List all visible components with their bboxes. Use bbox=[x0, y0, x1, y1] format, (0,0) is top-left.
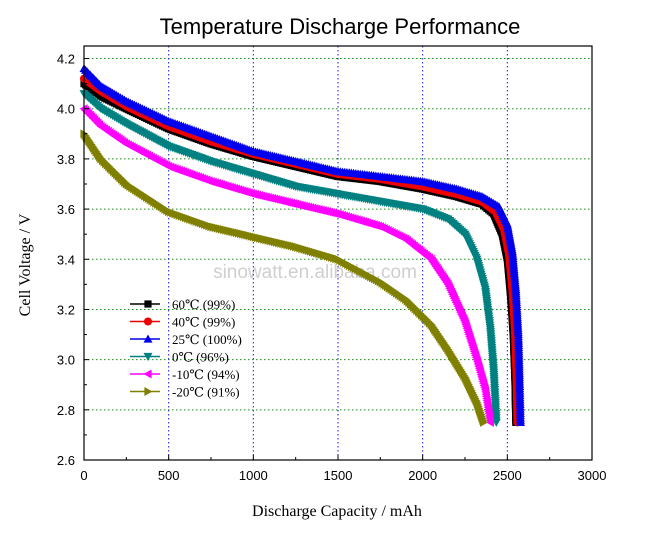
x-tick-label: 1000 bbox=[239, 468, 268, 483]
x-tick-label: 1500 bbox=[324, 468, 353, 483]
legend-label: -10℃ (94%) bbox=[172, 367, 240, 382]
y-tick-label: 3.4 bbox=[57, 252, 75, 267]
legend-label: 0℃ (96%) bbox=[172, 350, 229, 365]
legend-item: -20℃ (91%) bbox=[130, 385, 240, 400]
y-tick-label: 2.8 bbox=[57, 403, 75, 418]
data-point bbox=[480, 417, 489, 427]
legend-item: 40℃ (99%) bbox=[130, 315, 235, 330]
series-triangle-up bbox=[79, 64, 526, 426]
data-point bbox=[516, 417, 526, 426]
x-tick-label: 2500 bbox=[493, 468, 522, 483]
axes: 2.6 2.8 3.0 3.2 3.4 3.6 3.8 4.0 4.2 0 500 1000 1500 2… bbox=[57, 52, 607, 483]
chart-title: Temperature Discharge Performance bbox=[160, 14, 521, 39]
data-point bbox=[491, 418, 501, 427]
grid bbox=[84, 46, 592, 460]
series-triangle-right bbox=[80, 129, 489, 427]
y-tick-label: 2.6 bbox=[57, 453, 75, 468]
y-tick-label: 3.0 bbox=[57, 353, 75, 368]
series-triangle-left bbox=[79, 104, 494, 427]
watermark: sinowatt.en.alibaba.com bbox=[213, 262, 417, 283]
legend-marker bbox=[143, 369, 152, 379]
legend-label: -20℃ (91%) bbox=[172, 385, 240, 400]
legend-marker bbox=[144, 387, 153, 396]
legend-marker bbox=[143, 334, 153, 343]
y-axis-label: Cell Voltage / V bbox=[17, 213, 34, 316]
y-tick-label: 3.6 bbox=[57, 202, 75, 217]
legend-label: 60℃ (99%) bbox=[172, 297, 235, 312]
x-tick-label: 0 bbox=[80, 468, 87, 483]
x-tick-label: 3000 bbox=[578, 468, 607, 483]
series-triangle-down bbox=[79, 90, 501, 427]
x-tick-label: 2000 bbox=[408, 468, 437, 483]
series-group bbox=[79, 64, 526, 427]
legend-marker bbox=[143, 317, 153, 326]
legend-marker bbox=[144, 300, 152, 308]
data-point bbox=[485, 417, 494, 427]
legend-item: 60℃ (99%) bbox=[130, 297, 235, 312]
legend: 60℃ (99%) 40℃ (99%) 25℃ (100%) 0℃ (96%) -10℃… bbox=[130, 297, 242, 400]
legend-label: 25℃ (100%) bbox=[172, 332, 242, 347]
legend-label: 40℃ (99%) bbox=[172, 315, 235, 330]
y-tick-label: 3.2 bbox=[57, 302, 75, 317]
x-tick-label: 500 bbox=[158, 468, 180, 483]
legend-item: 25℃ (100%) bbox=[130, 332, 242, 347]
x-axis-label: Discharge Capacity / mAh bbox=[252, 503, 422, 520]
legend-item: -10℃ (94%) bbox=[130, 367, 240, 382]
y-tick-label: 4.2 bbox=[57, 52, 75, 67]
y-tick-label: 4.0 bbox=[57, 102, 75, 117]
y-tick-label: 3.8 bbox=[57, 152, 75, 167]
legend-item: 0℃ (96%) bbox=[130, 350, 229, 365]
legend-marker bbox=[143, 352, 153, 361]
